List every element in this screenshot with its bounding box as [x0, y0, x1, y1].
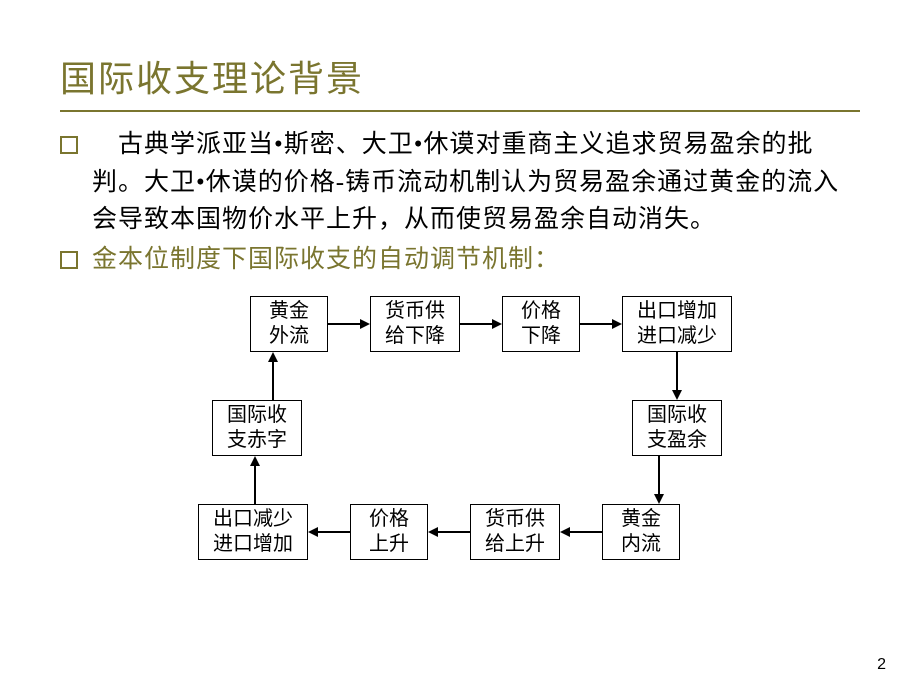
flow-node: 国际收支赤字	[212, 400, 302, 456]
slide: 国际收支理论背景 古典学派亚当•斯密、大卫•休谟对重商主义追求贸易盈余的批判。大…	[0, 0, 920, 690]
flow-edge	[438, 531, 470, 533]
flow-node: 国际收支盈余	[632, 400, 722, 456]
flow-edge	[658, 456, 660, 494]
body-text: 古典学派亚当•斯密、大卫•休谟对重商主义追求贸易盈余的批判。大卫•休谟的价格-铸…	[60, 126, 860, 278]
flow-node: 黄金内流	[602, 504, 680, 560]
flow-edge	[460, 323, 492, 325]
flow-node: 价格上升	[350, 504, 428, 560]
flow-edge	[676, 352, 678, 390]
bullet-paragraph: 古典学派亚当•斯密、大卫•休谟对重商主义追求贸易盈余的批判。大卫•休谟的价格-铸…	[60, 126, 860, 239]
subtitle-text: 金本位制度下国际收支的自动调节机制：	[92, 241, 560, 279]
flow-node: 出口增加进口减少	[622, 296, 732, 352]
flow-edge	[318, 531, 350, 533]
arrowhead-icon	[654, 494, 664, 504]
flowchart-diagram: 黄金外流货币供给下降价格下降出口增加进口减少国际收支赤字 国际收支盈余出口减少进口…	[150, 296, 770, 576]
flow-edge	[254, 466, 256, 504]
square-bullet-icon	[60, 251, 78, 269]
flow-node: 货币供给下降	[370, 296, 460, 352]
title-underline	[60, 110, 860, 112]
flow-node: 货币供给上升	[470, 504, 560, 560]
flow-node: 黄金外流	[250, 296, 328, 352]
paragraph-text: 古典学派亚当•斯密、大卫•休谟对重商主义追求贸易盈余的批判。大卫•休谟的价格-铸…	[92, 126, 860, 239]
arrowhead-icon	[612, 319, 622, 329]
flow-edge	[328, 323, 360, 325]
bullet-subtitle: 金本位制度下国际收支的自动调节机制：	[60, 241, 860, 279]
slide-title: 国际收支理论背景	[60, 50, 860, 108]
arrowhead-icon	[560, 527, 570, 537]
arrowhead-icon	[360, 319, 370, 329]
page-number: 2	[877, 656, 886, 674]
arrowhead-icon	[308, 527, 318, 537]
arrowhead-icon	[268, 352, 278, 362]
flow-edge	[570, 531, 602, 533]
flow-edge	[272, 362, 274, 400]
arrowhead-icon	[492, 319, 502, 329]
arrowhead-icon	[428, 527, 438, 537]
arrowhead-icon	[250, 456, 260, 466]
square-bullet-icon	[60, 136, 78, 154]
arrowhead-icon	[672, 390, 682, 400]
flow-node: 价格下降	[502, 296, 580, 352]
flow-edge	[580, 323, 612, 325]
flow-node: 出口减少进口增加	[198, 504, 308, 560]
